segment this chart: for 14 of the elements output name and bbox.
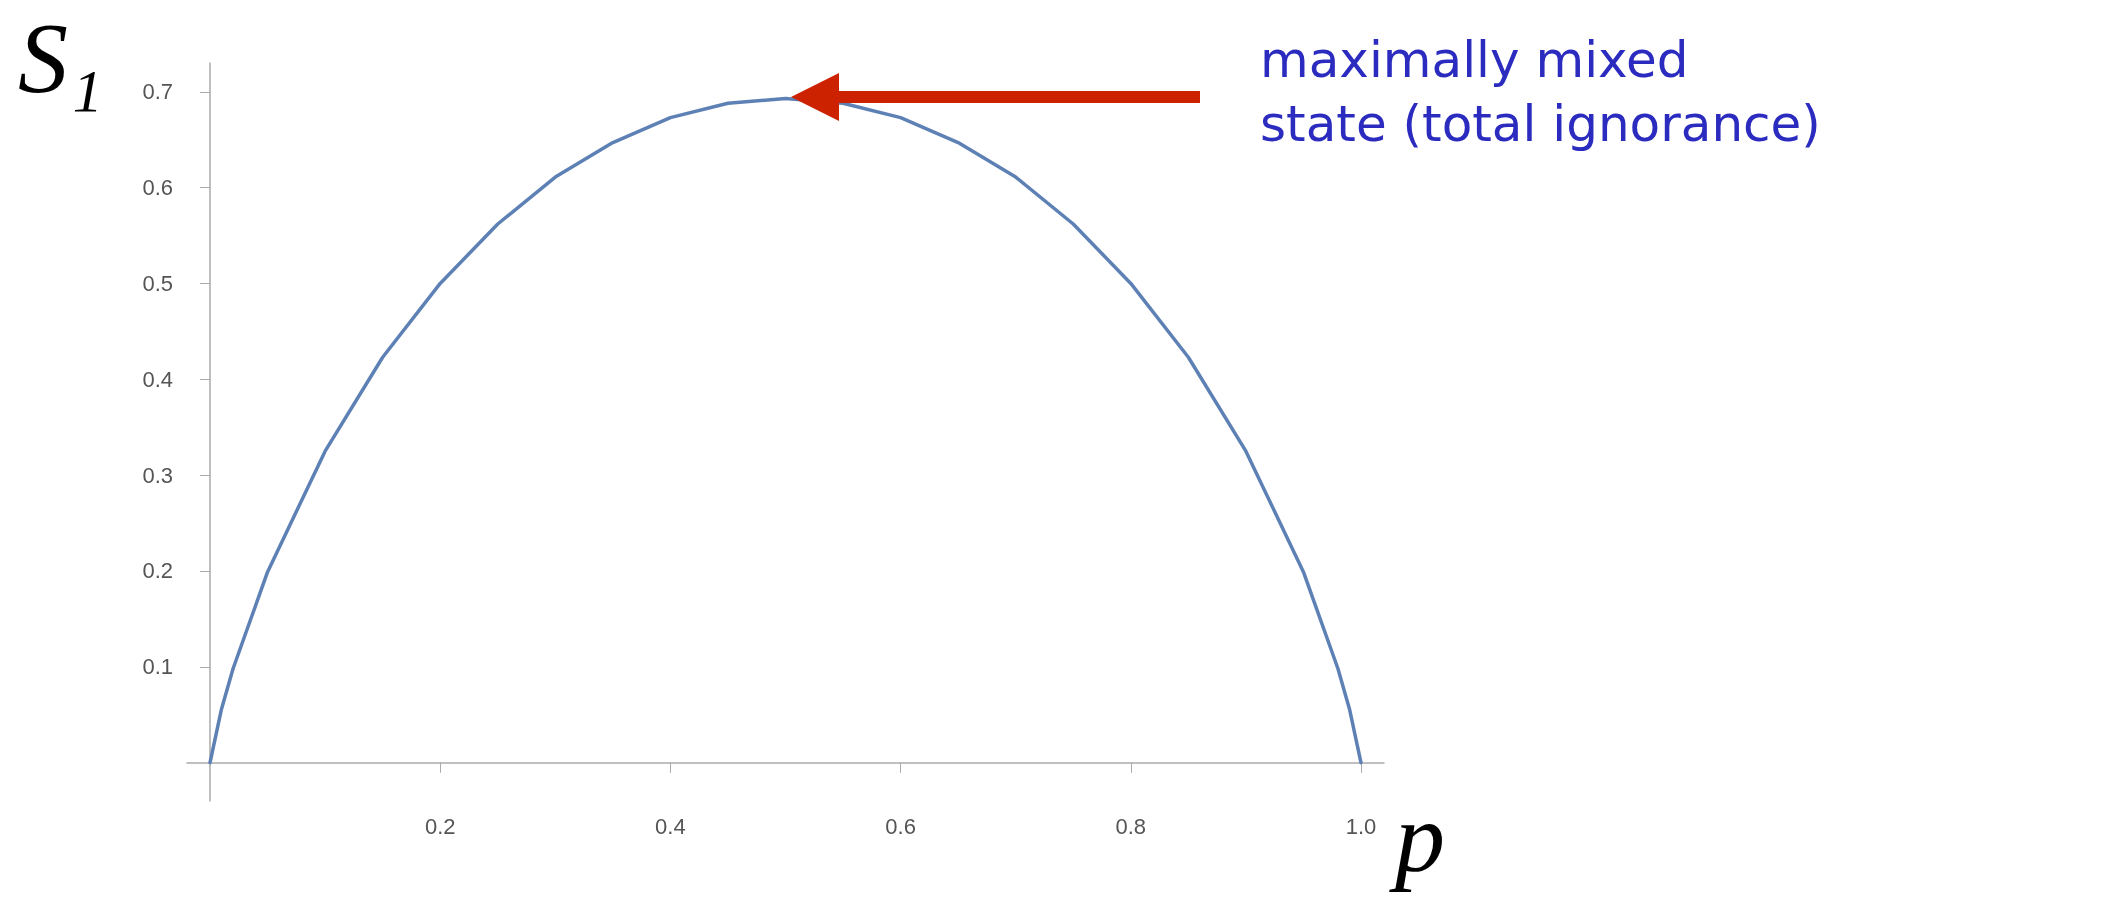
y-axis-title: S₁ [18,1,103,115]
x-tick-label: 0.6 [885,813,916,839]
x-tick-label: 0.4 [655,813,686,839]
y-tick-label: 0.2 [142,558,173,584]
x-tick-label: 0.2 [424,813,456,839]
y-tick-label: 0.5 [142,270,173,296]
y-tick-label: 0.3 [142,462,173,488]
x-tick-label: 0.8 [1115,813,1147,839]
y-tick-label: 0.1 [142,654,173,680]
y-tick-label: 0.7 [142,79,173,105]
x-tick-label: 1.0 [1345,813,1377,839]
y-tick-label: 0.6 [142,175,173,201]
y-tick-label: 0.4 [142,366,173,392]
annotation: maximally mixed state (total ignorance) [1260,30,1821,155]
